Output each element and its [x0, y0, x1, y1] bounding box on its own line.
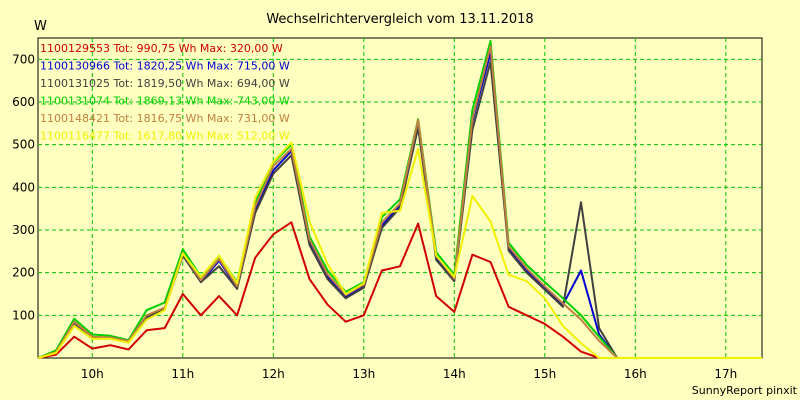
plot-area: 100 200 300 400 500 600 700 10h 11h 12h 13h 14h 15h 1…: [12, 37, 763, 381]
y-tick-label: 700: [12, 52, 35, 66]
y-tick-label: 500: [12, 138, 35, 152]
legend-entry-1100148421: 1100148421 Tot: 1816,75 Wh Max: 731,00 W: [40, 112, 290, 125]
y-axis-unit: W: [34, 19, 47, 34]
x-tick-label: 17h: [714, 367, 737, 381]
series-line-1100116477: [37, 141, 762, 359]
y-tick-label: 100: [12, 308, 35, 322]
legend-entry-1100131025: 1100131025 Tot: 1819,50 Wh Max: 694,00 W: [40, 77, 290, 90]
y-tick-label: 300: [12, 223, 35, 237]
y-tick-label: 400: [12, 180, 35, 194]
x-tick-label: 13h: [352, 367, 375, 381]
legend-entry-1100116477: 1100116477 Tot: 1617,80 Wh Max: 512,00 W: [40, 130, 290, 143]
x-tick-label: 10h: [81, 367, 104, 381]
legend-entry-1100129553: 1100129553 Tot: 990,75 Wh Max: 320,00 W: [40, 42, 283, 55]
x-tick-label: 16h: [624, 367, 647, 381]
x-tick-label: 15h: [533, 367, 556, 381]
footer-credit: SunnyReport pinxit: [692, 384, 798, 397]
x-tick-label: 12h: [262, 367, 285, 381]
x-tick-label: 14h: [443, 367, 466, 381]
legend-entry-1100130966: 1100130966 Tot: 1820,25 Wh Max: 715,00 W: [40, 60, 290, 73]
chart-title: Wechselrichtervergleich vom 13.11.2018: [266, 12, 533, 27]
y-tick-label: 200: [12, 266, 35, 280]
x-tick-label: 11h: [171, 367, 194, 381]
y-tick-label: 600: [12, 95, 35, 109]
legend-entry-1100131074: 1100131074 Tot: 1869,13 Wh Max: 743,00 W: [40, 95, 290, 108]
